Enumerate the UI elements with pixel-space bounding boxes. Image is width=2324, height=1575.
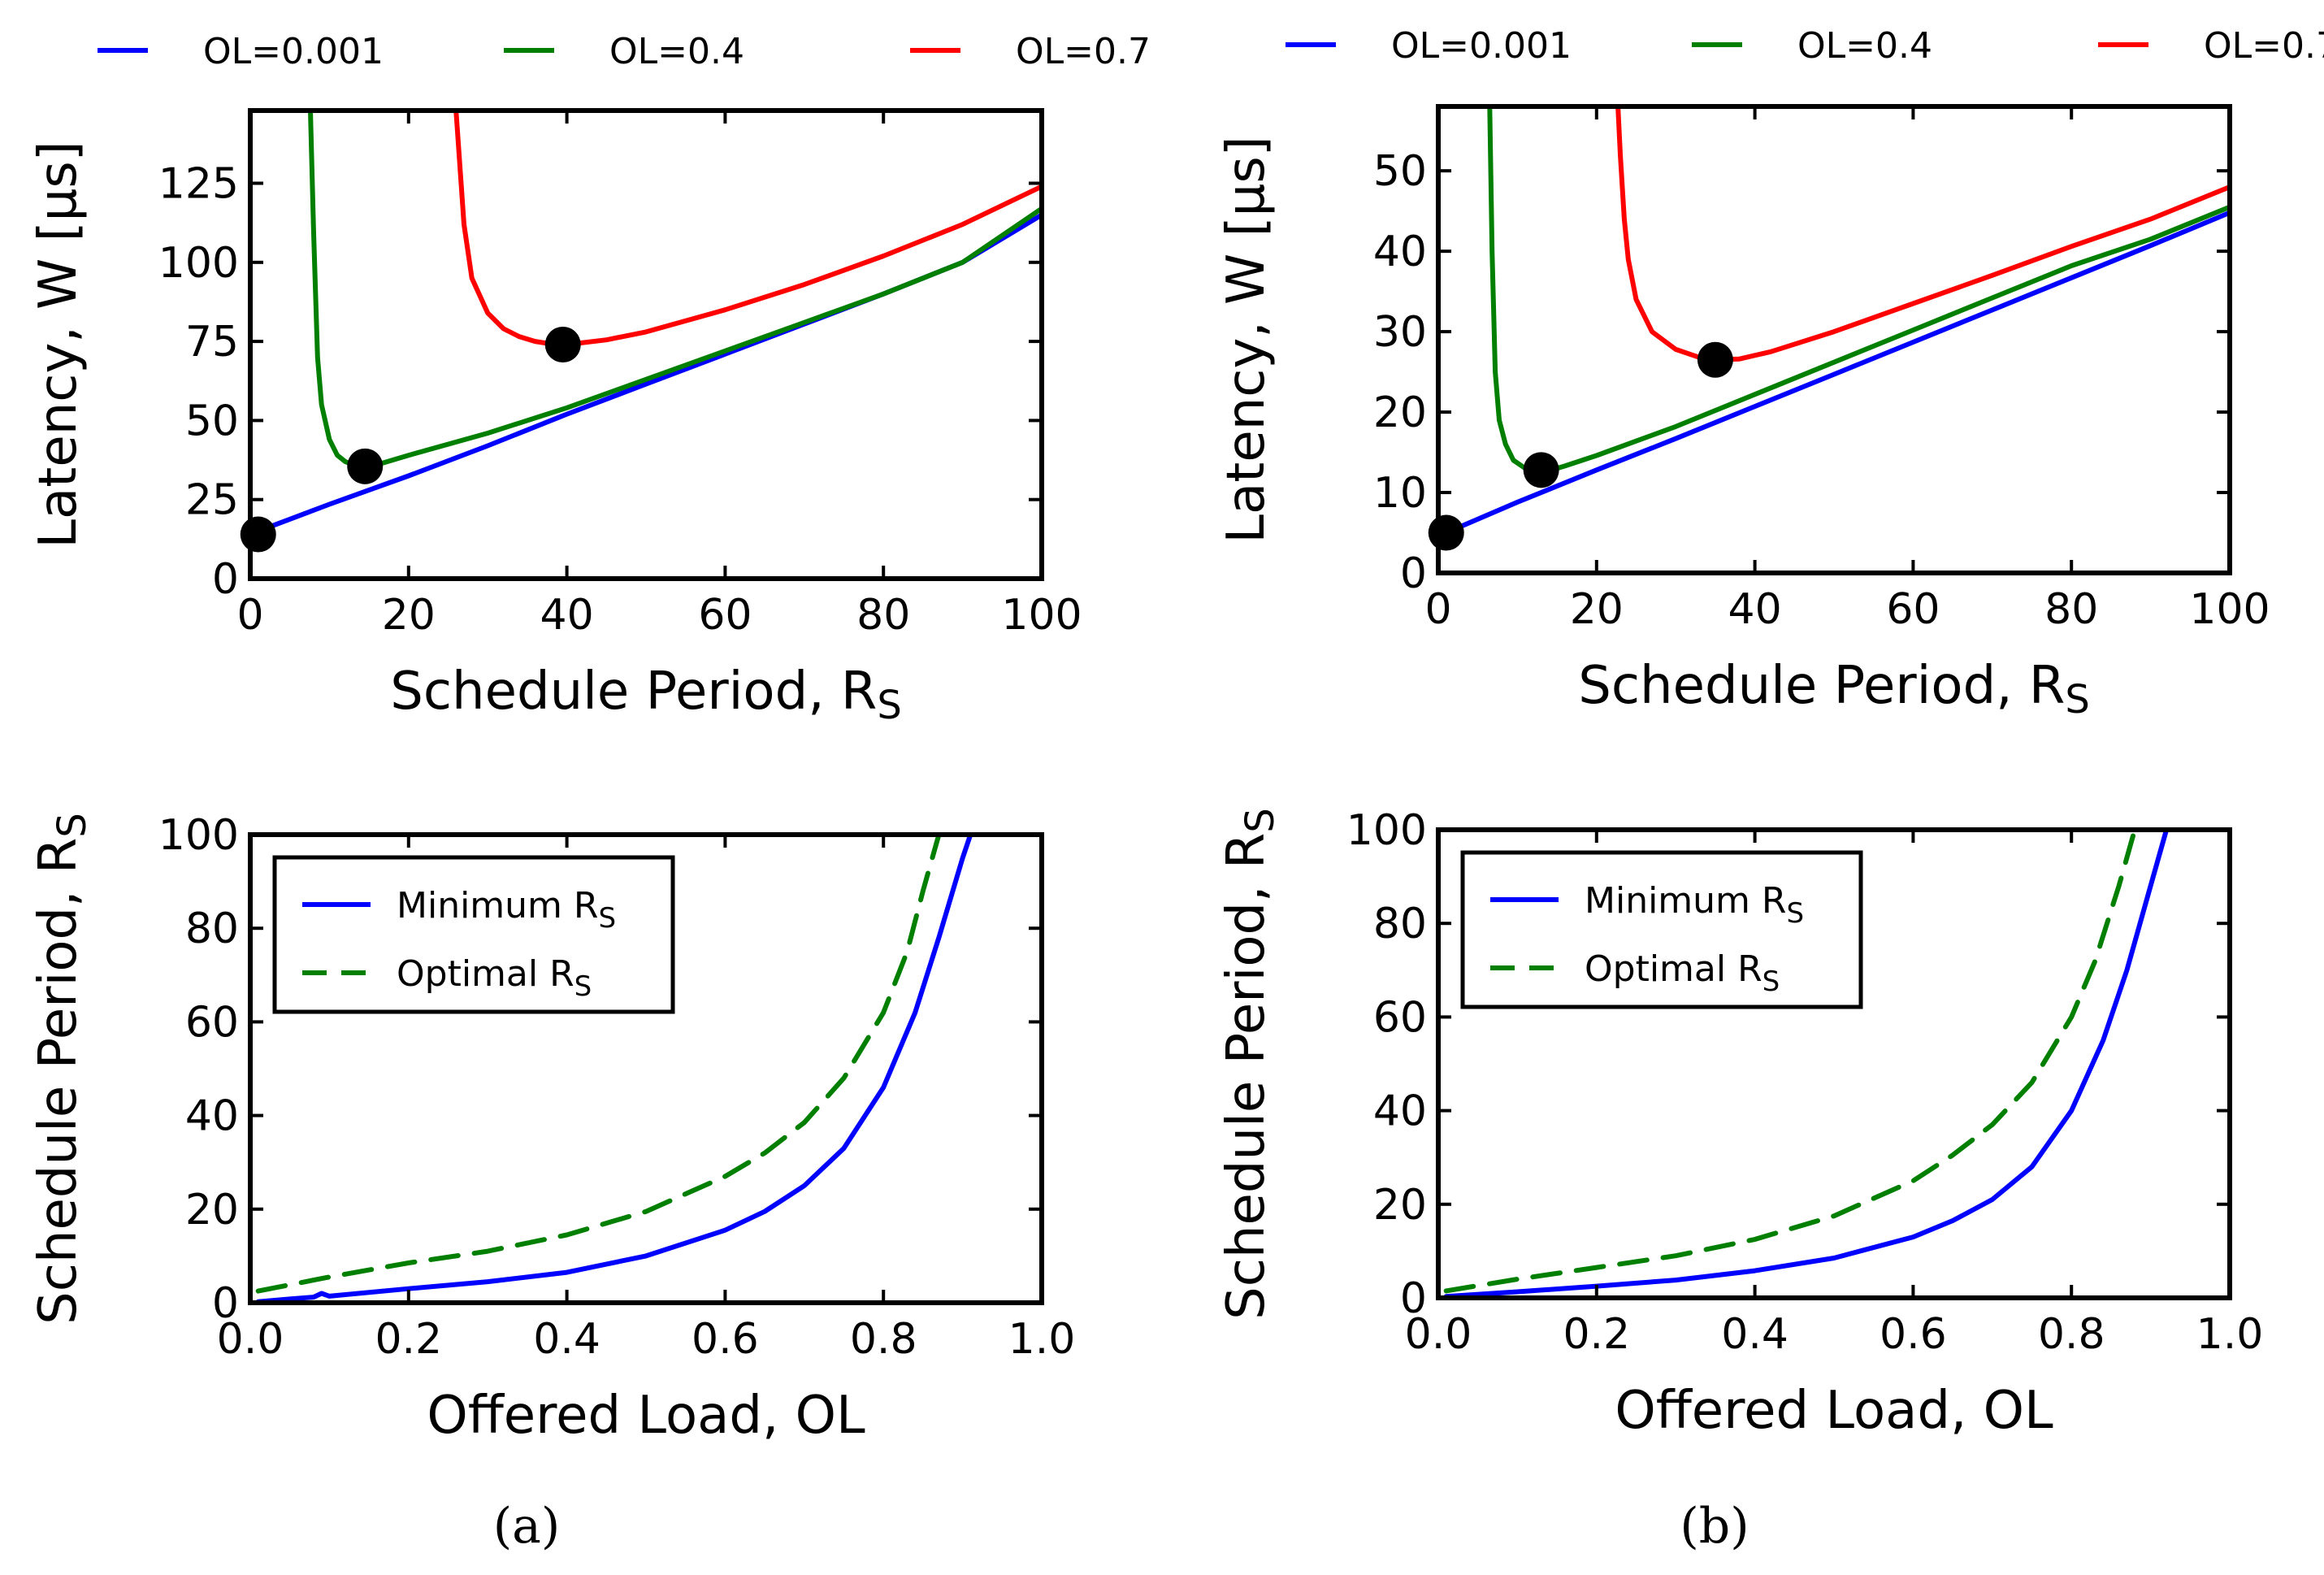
y-tick-label: 25: [185, 476, 239, 525]
legend-label-2: OL=0.7: [1016, 31, 1151, 72]
x-axis-label: Offered Load, OL: [427, 1386, 865, 1446]
axes-frame: [1436, 827, 2232, 1300]
y-tick-label: 10: [1373, 469, 1427, 518]
optimum-marker: [1697, 341, 1733, 378]
series-group: [255, 835, 973, 1303]
series-line-0: [255, 835, 973, 1303]
optimum-marker: [240, 516, 276, 553]
y-tick-label: 80: [1373, 900, 1427, 948]
x-axis-label: Schedule Period, RS: [1578, 656, 2090, 722]
x-tick-label: 0.8: [850, 1315, 917, 1364]
chart-a-latency: 0 20 40 60 80 100 0 25 50 75 100 125 Schedule Period…: [28, 31, 1151, 728]
series-group: [1443, 830, 2170, 1298]
chart-b-latency: 0 20 40 60 80 100 0 10 20 30 40 50 Schedule Period, …: [1216, 25, 2324, 722]
legend-box: [1460, 850, 1863, 1009]
x-tick-label: 40: [540, 591, 594, 640]
y-tick-label: 100: [158, 811, 239, 860]
x-tick-label: 20: [1570, 585, 1624, 634]
legend-label-2: OL=0.7: [2204, 25, 2324, 67]
y-tick-label: 80: [185, 905, 239, 953]
y-axis-label: Schedule Period, RS: [1216, 808, 1283, 1320]
x-tick-label: 0.8: [2038, 1310, 2105, 1359]
y-axis-label: Schedule Period, RS: [28, 813, 95, 1325]
x-tick-label: 0.6: [1880, 1310, 1947, 1359]
y-tick-label: 40: [1373, 1087, 1427, 1136]
legend-label-1: Optimal RS: [1585, 948, 1780, 998]
y-tick-label: 20: [1373, 388, 1427, 437]
chart-b-schedule-period: 0.0 0.2 0.4 0.6 0.8 1.0 0 20 40 60 80 100 Offered Lo…: [1216, 806, 2263, 1441]
y-tick-label: 60: [185, 998, 239, 1047]
y-tick-label: 0: [212, 555, 239, 604]
optimum-marker: [1428, 514, 1464, 551]
y-tick-label: 0: [1400, 549, 1427, 598]
y-axis-label: Latency, W [µs]: [28, 141, 89, 548]
y-tick-label: 30: [1373, 308, 1427, 357]
series-line-1: [1443, 830, 2138, 1294]
legend-label-0: Minimum RS: [1585, 880, 1804, 930]
legend-box: [272, 855, 675, 1014]
legend-label-1: OL=0.4: [1797, 25, 1932, 67]
x-tick-label: 80: [2044, 585, 2098, 634]
y-tick-label: 100: [158, 239, 239, 288]
legend-label-0: OL=0.001: [1391, 25, 1572, 67]
series-line-0: [1443, 830, 2170, 1298]
optimum-marker: [1523, 452, 1559, 488]
axes-frame: [248, 832, 1044, 1305]
x-axis-label: Offered Load, OL: [1615, 1381, 2053, 1441]
y-tick-label: 50: [1373, 147, 1427, 196]
x-tick-label: 100: [2189, 585, 2270, 634]
series-line-2: [453, 111, 1042, 347]
axes-frame: [248, 108, 1044, 581]
series-line-2: [1615, 106, 2230, 362]
y-tick-label: 100: [1346, 806, 1427, 855]
y-tick-label: 125: [158, 160, 239, 209]
legend-label-0: OL=0.001: [203, 31, 384, 72]
y-tick-label: 0: [212, 1279, 239, 1328]
x-tick-label: 80: [856, 591, 910, 640]
y-axis-label: Latency, W [µs]: [1216, 136, 1277, 543]
legend-label-0: Minimum RS: [397, 885, 616, 935]
x-tick-label: 0: [1424, 585, 1451, 634]
x-tick-label: 1.0: [2196, 1310, 2264, 1359]
series-line-0: [255, 212, 1042, 534]
x-tick-label: 0.4: [533, 1315, 601, 1364]
caption-a: (a): [493, 1498, 561, 1555]
y-tick-label: 20: [1373, 1181, 1427, 1230]
x-tick-label: 0: [236, 591, 263, 640]
legend-label-1: Optimal RS: [397, 953, 592, 1003]
x-tick-label: 60: [1886, 585, 1940, 634]
y-tick-label: 60: [1373, 993, 1427, 1042]
x-tick-label: 1.0: [1008, 1315, 1076, 1364]
series-line-1: [308, 111, 1042, 469]
caption-b: (b): [1680, 1498, 1749, 1555]
legend-label-1: OL=0.4: [609, 31, 744, 72]
y-tick-label: 0: [1400, 1274, 1427, 1323]
series-group: [1443, 106, 2230, 536]
x-tick-label: 0.2: [375, 1315, 442, 1364]
x-tick-label: 0.0: [1405, 1310, 1472, 1359]
optimum-marker: [347, 448, 384, 484]
x-tick-label: 0.0: [217, 1315, 284, 1364]
x-tick-label: 40: [1728, 585, 1782, 634]
y-tick-label: 40: [185, 1092, 239, 1141]
y-tick-label: 75: [185, 318, 239, 367]
series-line-1: [1487, 106, 2230, 475]
series-line-0: [1443, 210, 2230, 536]
x-tick-label: 0.2: [1563, 1310, 1630, 1359]
x-tick-label: 60: [698, 591, 752, 640]
x-axis-label: Schedule Period, RS: [390, 662, 902, 728]
y-tick-label: 20: [185, 1186, 239, 1234]
y-tick-label: 40: [1373, 228, 1427, 276]
x-tick-label: 20: [382, 591, 436, 640]
optimum-marker: [544, 327, 581, 362]
series-line-1: [255, 835, 942, 1294]
x-tick-label: 100: [1001, 591, 1082, 640]
y-tick-label: 50: [185, 397, 239, 445]
chart-a-schedule-period: 0.0 0.2 0.4 0.6 0.8 1.0 0 20 40 60 80 100 Offered Lo…: [28, 811, 1075, 1446]
axes-frame: [1436, 104, 2232, 575]
x-tick-label: 0.6: [692, 1315, 759, 1364]
x-tick-label: 0.4: [1721, 1310, 1789, 1359]
